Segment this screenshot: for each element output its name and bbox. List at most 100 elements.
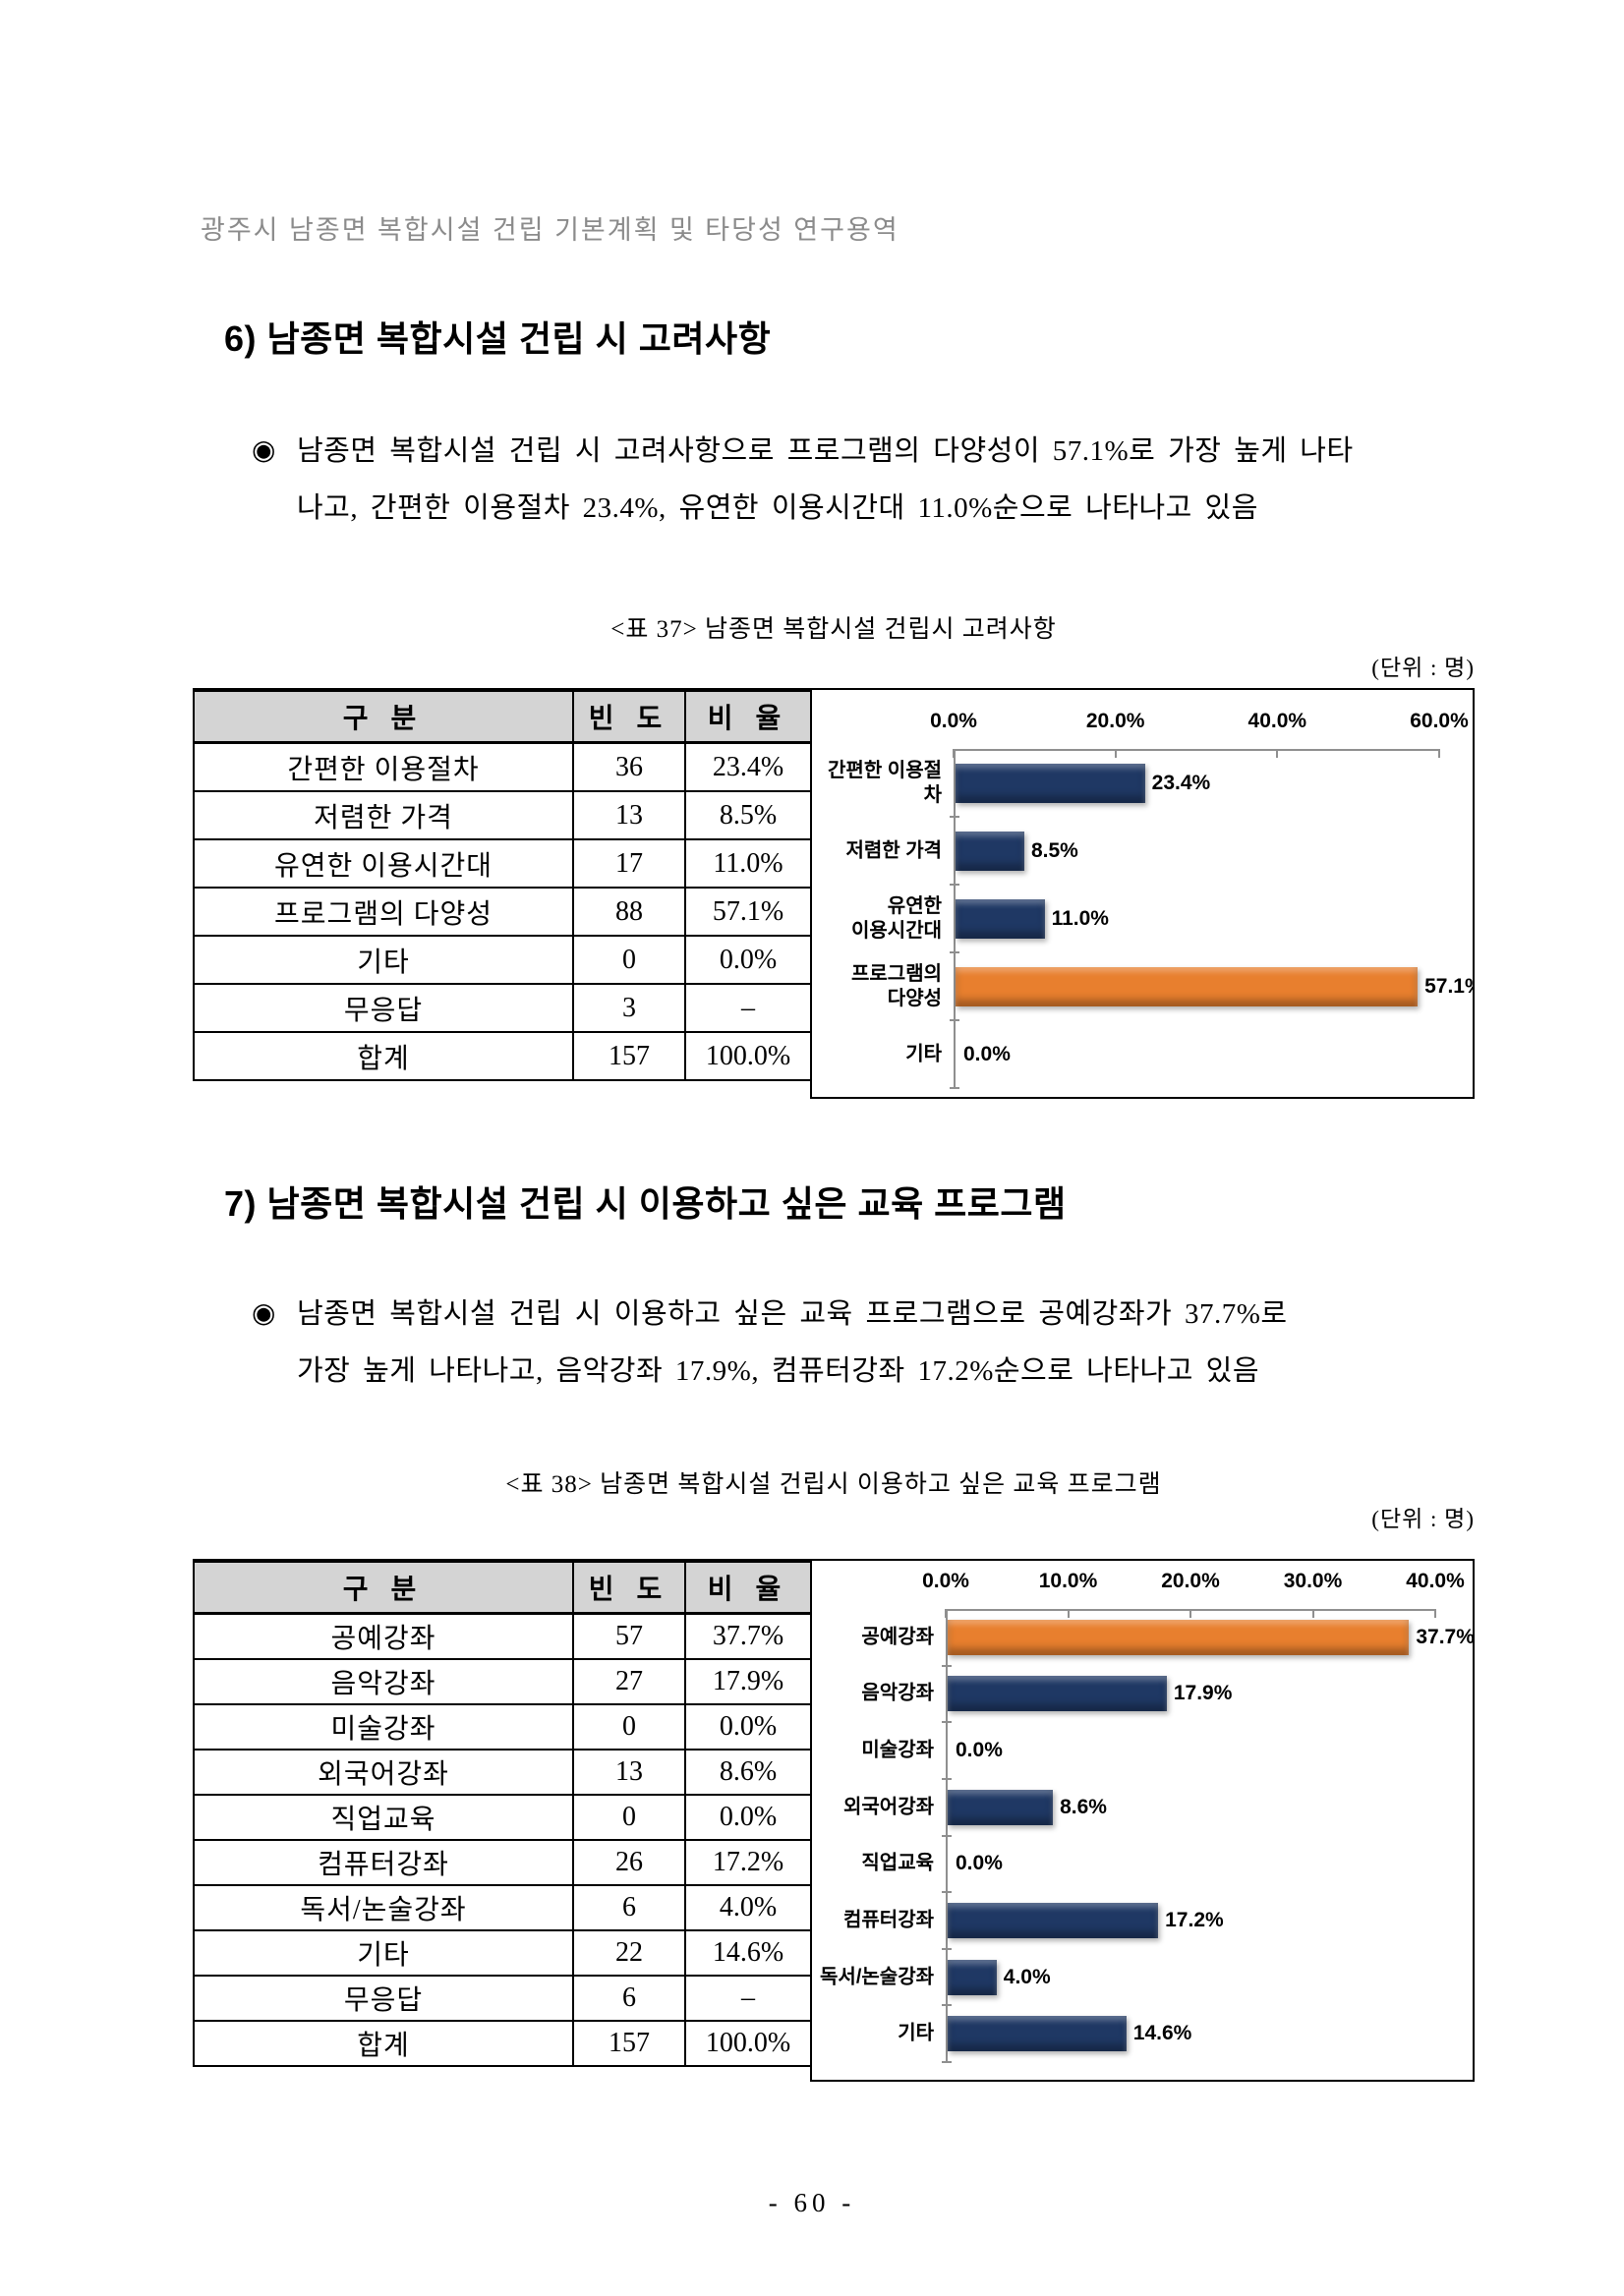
table-row: 저렴한 가격 13 8.5% — [193, 790, 812, 840]
ratio-cell: 17.2% — [684, 1839, 812, 1886]
table-row: 공예강좌 57 37.7% — [193, 1612, 812, 1660]
category-label: 프로그램의 다양성 — [851, 962, 942, 1009]
category-label: 저렴한 가격 — [845, 839, 942, 861]
column-header: 빈 도 — [572, 689, 686, 744]
ratio-cell: 57.1% — [684, 887, 812, 937]
category-axis-tick — [942, 1664, 952, 1667]
bar-value-label: 0.0% — [963, 1042, 1011, 1065]
bar — [956, 831, 1024, 871]
category-label: 공예강좌 — [861, 1626, 934, 1648]
category-label: 독서/논술강좌 — [820, 1966, 934, 1988]
frequency-cell: 3 — [572, 983, 686, 1033]
frequency-cell: 6 — [572, 1975, 686, 2022]
bar-value-label: 23.4% — [1151, 771, 1211, 794]
table-row: 기타 22 14.6% — [193, 1929, 812, 1977]
frequency-cell: 6 — [572, 1884, 686, 1931]
category-cell: 무응답 — [193, 1975, 574, 2022]
frequency-cell: 57 — [572, 1612, 686, 1660]
chart-37: 0.0% 20.0% 40.0% 60.0% 간편한 이용절차 23.4% 저렴한 가격 8.… — [810, 688, 1475, 1099]
category-label: 간편한 이용절차 — [828, 759, 942, 806]
ratio-cell: 100.0% — [684, 1031, 812, 1081]
bar-value-label: 8.5% — [1030, 838, 1078, 862]
category-label: 외국어강좌 — [843, 1796, 934, 1818]
category-cell: 외국어강좌 — [193, 1749, 574, 1796]
bar-value-label: 0.0% — [956, 1852, 1003, 1875]
category-cell: 합계 — [193, 2020, 574, 2067]
category-label: 컴퓨터강좌 — [843, 1909, 934, 1931]
table-row: 외국어강좌 13 8.6% — [193, 1749, 812, 1796]
ratio-cell: 0.0% — [684, 1794, 812, 1841]
table-row: 컴퓨터강좌 26 17.2% — [193, 1839, 812, 1886]
bar-value-label: 4.0% — [1003, 1965, 1051, 1988]
category-cell: 합계 — [193, 1031, 574, 1081]
bar — [956, 966, 1419, 1006]
category-axis-tick — [942, 1777, 952, 1780]
table-row: 합계 157 100.0% — [193, 1031, 812, 1081]
category-axis-tick — [942, 1834, 952, 1837]
axis-tick-label: 30.0% — [1283, 1570, 1343, 1592]
axis-tick-label: 0.0% — [930, 710, 977, 732]
axis-tick-label: 20.0% — [1161, 1570, 1220, 1592]
frequency-cell: 0 — [572, 1794, 686, 1841]
table-row: 합계 157 100.0% — [193, 2020, 812, 2067]
y-axis-line — [954, 749, 956, 1088]
table-row: 간편한 이용절차 36 23.4% — [193, 741, 812, 792]
category-cell: 컴퓨터강좌 — [193, 1839, 574, 1886]
ratio-cell: – — [684, 983, 812, 1033]
bar-value-label: 8.6% — [1060, 1795, 1107, 1818]
frequency-cell: 13 — [572, 1749, 686, 1796]
table-row: 무응답 3– — [193, 983, 812, 1033]
bar-value-label: 37.7% — [1416, 1625, 1475, 1648]
category-label: 유연한 이용시간대 — [851, 894, 942, 942]
axis-tick-label: 60.0% — [1410, 710, 1469, 732]
column-header: 구 분 — [193, 1560, 574, 1615]
axis-tick-label: 40.0% — [1247, 710, 1307, 732]
column-header: 빈 도 — [572, 1560, 686, 1615]
section-6-bullet-line-1: 남종면 복합시설 건립 시 고려사항으로 프로그램의 다양성이 57.1%로 가… — [297, 435, 1354, 467]
category-label: 기타 — [898, 2022, 934, 2044]
ratio-cell: 37.7% — [684, 1612, 812, 1660]
table-row: 유연한 이용시간대 17 11.0% — [193, 838, 812, 889]
ratio-cell: 4.0% — [684, 1884, 812, 1931]
category-cell: 간편한 이용절차 — [193, 741, 574, 792]
section-7-heading: 7) 남종면 복합시설 건립 시 이용하고 싶은 교육 프로그램 — [224, 1183, 1067, 1224]
axis-tick-mark — [1114, 749, 1117, 758]
page-number: - 60 - — [768, 2188, 856, 2217]
table-row: 무응답 6– — [193, 1975, 812, 2022]
bullet-icon: ◉ — [252, 1298, 276, 1329]
category-label: 직업교육 — [861, 1852, 934, 1874]
ratio-cell: 0.0% — [684, 935, 812, 985]
axis-tick-label: 40.0% — [1406, 1570, 1465, 1592]
category-axis-tick — [950, 816, 959, 818]
axis-tick-mark — [1067, 1609, 1070, 1618]
frequency-cell: 0 — [572, 935, 686, 985]
table-38-caption: <표 38> 남종면 복합시설 건립시 이용하고 싶은 교육 프로그램 — [505, 1471, 1162, 1498]
bar-value-label: 17.2% — [1165, 1908, 1224, 1931]
category-axis-tick — [942, 1891, 952, 1894]
category-axis-tick — [942, 2061, 952, 2063]
axis-tick-mark — [1189, 1609, 1191, 1618]
ratio-cell: 8.6% — [684, 1749, 812, 1796]
category-axis-tick — [942, 1947, 952, 1950]
category-cell: 기타 — [193, 935, 574, 985]
bar-value-label: 14.6% — [1132, 2022, 1192, 2045]
bar — [956, 763, 1145, 803]
table-37-unit-label: (단위 : 명) — [1371, 656, 1475, 680]
table-row: 직업교육 0 0.0% — [193, 1794, 812, 1841]
bullet-icon: ◉ — [252, 435, 276, 466]
category-axis-tick — [950, 951, 959, 953]
ratio-cell: 100.0% — [684, 2020, 812, 2067]
frequency-cell: 27 — [572, 1658, 686, 1705]
frequency-cell: 13 — [572, 790, 686, 840]
category-axis-tick — [942, 1721, 952, 1724]
axis-tick-label: 0.0% — [922, 1570, 969, 1592]
frequency-cell: 17 — [572, 838, 686, 889]
frequency-cell: 157 — [572, 2020, 686, 2067]
table-row: 독서/논술강좌 6 4.0% — [193, 1884, 812, 1931]
bar — [948, 1902, 1159, 1938]
bar — [948, 2016, 1127, 2052]
frequency-cell: 157 — [572, 1031, 686, 1081]
